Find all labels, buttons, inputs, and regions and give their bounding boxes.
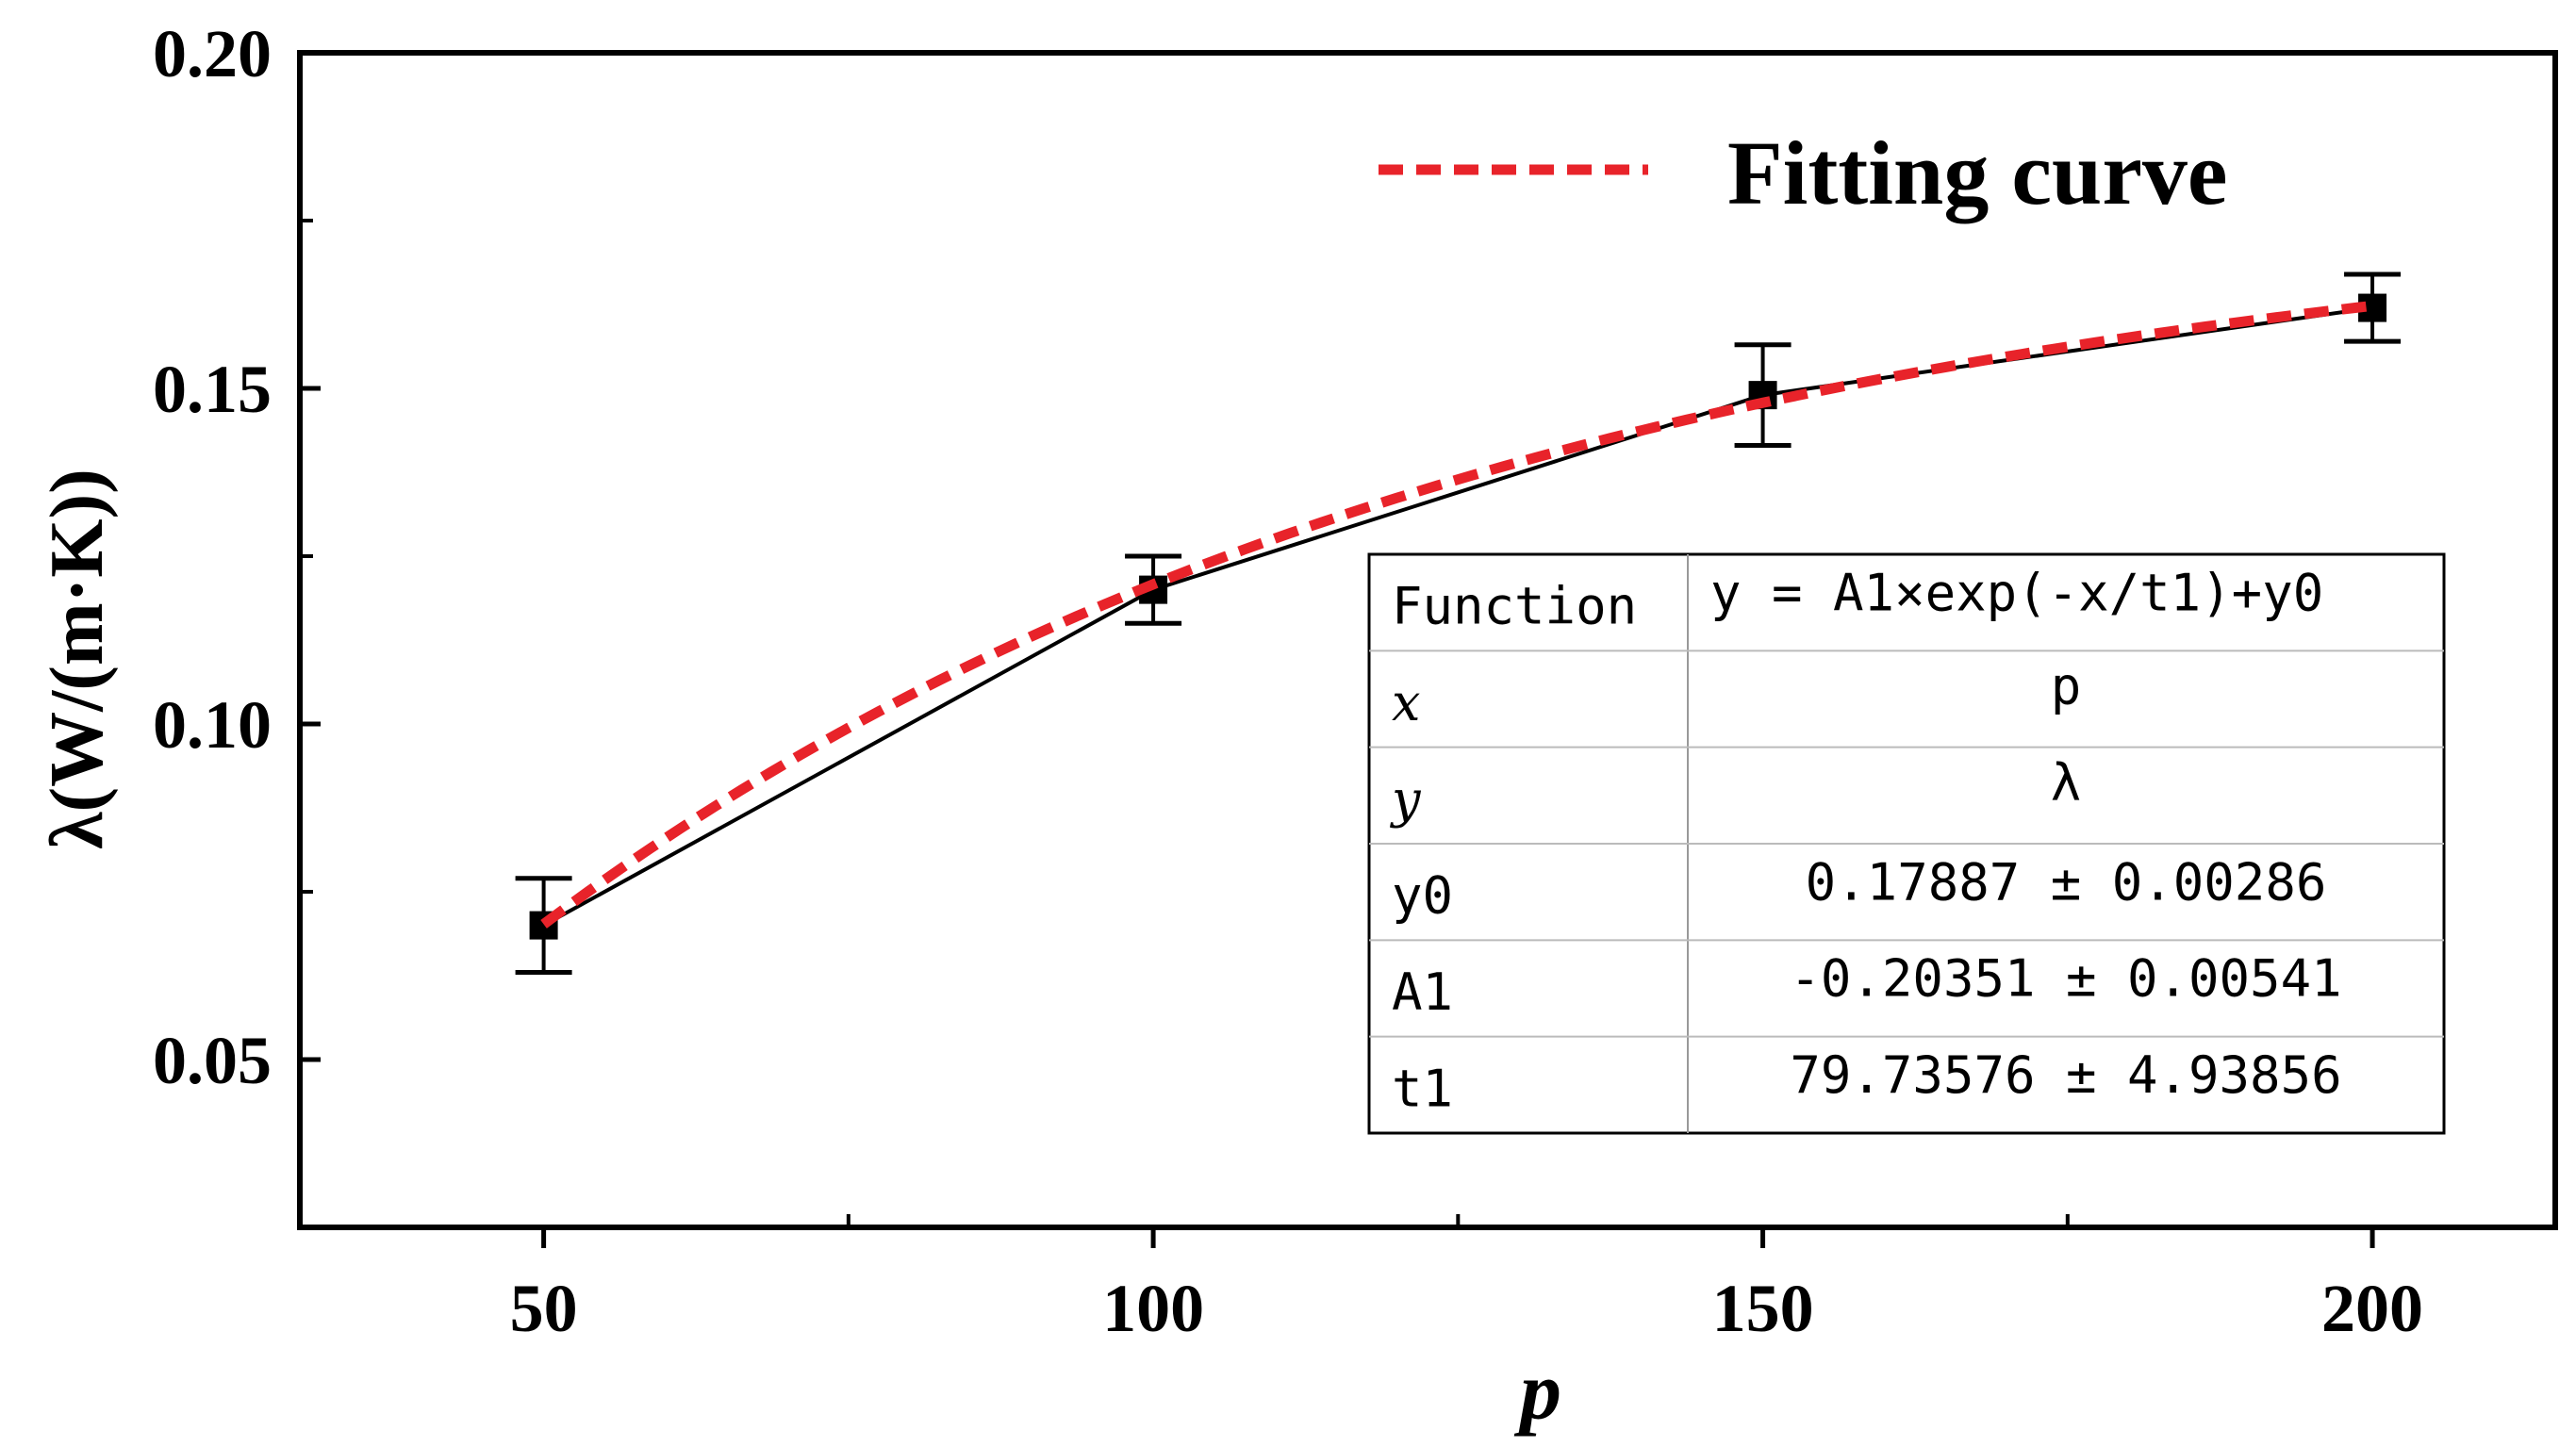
x-tick-label: 50 <box>510 1271 578 1346</box>
y-tick-label: 0.20 <box>153 16 272 91</box>
y-tick-label: 0.05 <box>153 1023 272 1098</box>
fit-table-value: -0.20351 ± 0.00541 <box>1790 949 2341 1009</box>
fit-table-key: y <box>1390 769 1422 829</box>
fit-table-key: t1 <box>1392 1059 1453 1118</box>
x-axis-title: p <box>1513 1346 1561 1438</box>
legend: Fitting curve <box>1379 123 2228 223</box>
fit-table-key: A1 <box>1392 962 1453 1022</box>
x-tick-label: 150 <box>1712 1271 1814 1346</box>
fit-table-key: Function <box>1392 577 1637 636</box>
fit-table-key: y0 <box>1392 866 1453 926</box>
x-tick-label: 200 <box>2321 1271 2423 1346</box>
x-tick-label: 100 <box>1102 1271 1204 1346</box>
plot-frame-rect <box>297 50 2558 1230</box>
y-tick-label: 0.15 <box>153 352 272 427</box>
fit-table-value: λ <box>2051 753 2082 813</box>
fit-table-value: 0.17887 ± 0.00286 <box>1806 852 2327 912</box>
plot-frame <box>297 50 2558 1230</box>
fit-table-value: p <box>2051 657 2082 716</box>
fit-table-value: 79.73576 ± 4.93856 <box>1790 1045 2341 1105</box>
fit-table-key: x <box>1392 673 1420 732</box>
y-tick-label: 0.10 <box>153 687 272 763</box>
fit-curve <box>540 300 2373 929</box>
fit-table: Function y = A1×exp(-x/t1)+y0 x p y λ y0 0.1788… <box>1367 552 2446 1135</box>
y-axis-title: λ(W/(m·K)) <box>36 469 119 849</box>
fit-table-value: y = A1×exp(-x/t1)+y0 <box>1710 563 2323 622</box>
legend-label: Fitting curve <box>1727 123 2228 223</box>
data-layer <box>515 271 2402 975</box>
tick-layer: 50 100 150 200 0.05 0.10 0.15 0.20 <box>153 16 2423 1346</box>
